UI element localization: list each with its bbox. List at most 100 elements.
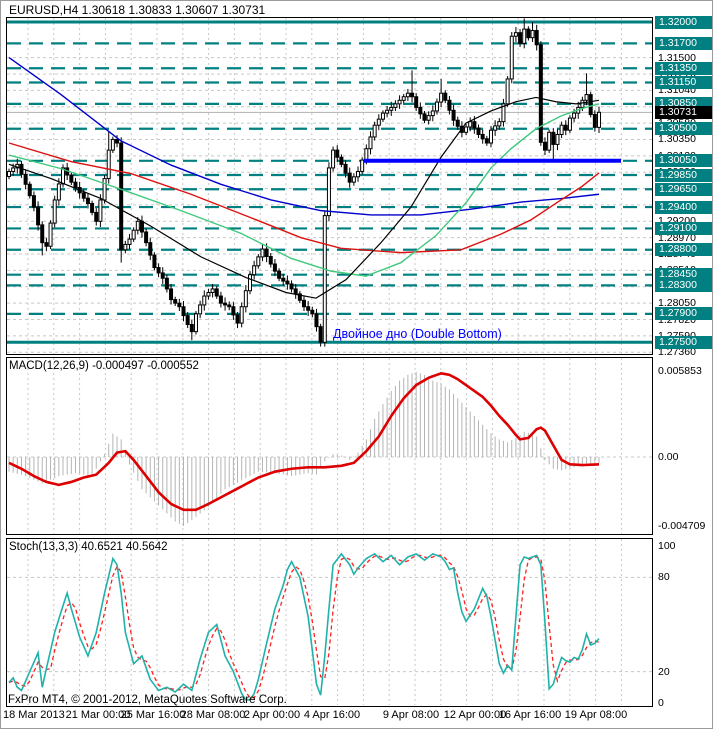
stoch-k-line <box>8 552 600 701</box>
candle-body <box>198 304 203 315</box>
candle-body <box>131 229 136 240</box>
candle-body <box>372 124 377 138</box>
macd-signal-line <box>8 372 600 512</box>
candle-body <box>173 299 178 304</box>
candle-body <box>588 94 593 116</box>
candle-body <box>69 174 74 183</box>
candle-body <box>239 306 244 324</box>
price-axis-tick-label: 1.28050 <box>658 297 696 310</box>
candle-body <box>11 167 16 172</box>
time-axis-label: 19 Apr 08:00 <box>564 709 628 721</box>
candle-body <box>567 117 572 131</box>
candle-body <box>397 99 402 105</box>
candle-body <box>156 267 161 274</box>
candle-body <box>73 181 78 188</box>
candle-body <box>289 283 294 290</box>
candle-body <box>464 126 469 133</box>
candle-body <box>102 178 107 201</box>
stochastic-indicator-canvas[interactable] <box>6 538 653 707</box>
candle-body <box>243 290 248 308</box>
candle-body <box>214 288 219 297</box>
candle-body <box>90 203 95 213</box>
candle-body <box>227 304 232 308</box>
candle-body <box>148 242 153 256</box>
candle-body <box>281 277 286 282</box>
price-level-box: 1.28800 <box>655 243 712 257</box>
candle-body <box>314 313 319 328</box>
candle-body <box>144 231 149 244</box>
candle-body <box>343 163 348 174</box>
candle-body <box>123 243 128 251</box>
candle-body <box>472 121 477 129</box>
candle-body <box>164 277 169 290</box>
candle-body <box>335 149 340 158</box>
candle-body <box>426 115 431 121</box>
candle-body <box>331 149 336 169</box>
candle-body <box>526 28 531 39</box>
time-axis-label: 21 Mar 00:00 <box>65 709 131 721</box>
candle-body <box>306 306 311 311</box>
candle-body <box>376 118 381 126</box>
candle-body <box>518 32 523 44</box>
candle-body <box>547 131 552 151</box>
price-level-box: 1.30050 <box>655 154 712 168</box>
stoch-axis-label: 80 <box>658 571 670 584</box>
macd-indicator-canvas[interactable] <box>6 357 653 535</box>
candle-body <box>231 306 236 316</box>
time-axis-label: 28 Mar 08:00 <box>180 709 246 721</box>
stoch-axis-label: 20 <box>658 665 670 678</box>
ma-green-line <box>8 103 600 277</box>
candle-body <box>139 220 144 233</box>
candle-body <box>572 112 577 119</box>
price-level-box: 1.27900 <box>655 307 712 321</box>
candle-body <box>7 170 11 177</box>
stoch-panel-border <box>6 538 653 707</box>
candle-body <box>339 156 344 165</box>
price-level-box: 1.31700 <box>655 36 712 50</box>
price-level-box: 1.32000 <box>655 15 712 29</box>
candle-body <box>260 248 265 258</box>
candle-body <box>272 263 277 272</box>
time-axis-label: 9 Apr 08:00 <box>382 709 440 721</box>
ma-fast-black-line <box>8 96 600 299</box>
macd-axis-label: 0.005853 <box>658 365 702 378</box>
candle-body <box>592 114 597 128</box>
candle-body <box>410 92 415 98</box>
candle-body <box>52 199 57 224</box>
stoch-d-line <box>8 554 600 699</box>
candle-body <box>293 288 298 295</box>
candle-body <box>40 224 45 244</box>
candle-body <box>439 92 444 103</box>
time-axis-label: 16 Apr 16:00 <box>498 709 562 721</box>
candle-body <box>135 220 140 231</box>
candle-body <box>110 138 115 151</box>
price-axis-tick-label: 1.30350 <box>658 133 696 146</box>
candle-body <box>509 35 514 80</box>
candle-body <box>356 170 361 178</box>
candle-body <box>418 106 423 115</box>
candle-body <box>542 141 547 151</box>
candle-body <box>297 293 302 301</box>
candle-body <box>223 302 228 306</box>
candle-body <box>368 136 373 150</box>
ma-red-line <box>8 142 600 254</box>
candle-body <box>534 30 539 46</box>
macd-axis-label: 0.00 <box>658 451 679 463</box>
candle-body <box>389 106 394 111</box>
candle-body <box>530 30 535 39</box>
candle-body <box>127 238 132 245</box>
price-level-box: 1.27500 <box>655 335 712 349</box>
main-chart-canvas[interactable] <box>6 17 653 355</box>
candle-body <box>252 265 257 276</box>
candle-body <box>451 109 456 121</box>
candle-body <box>181 306 186 317</box>
candle-body <box>85 197 90 205</box>
candle-body <box>501 103 506 123</box>
candle-body <box>476 127 481 135</box>
candle-body <box>351 176 356 183</box>
candle-body <box>468 121 473 128</box>
candle-body <box>422 113 427 121</box>
candle-body <box>202 295 207 306</box>
stoch-axis-label: 0 <box>658 697 664 709</box>
